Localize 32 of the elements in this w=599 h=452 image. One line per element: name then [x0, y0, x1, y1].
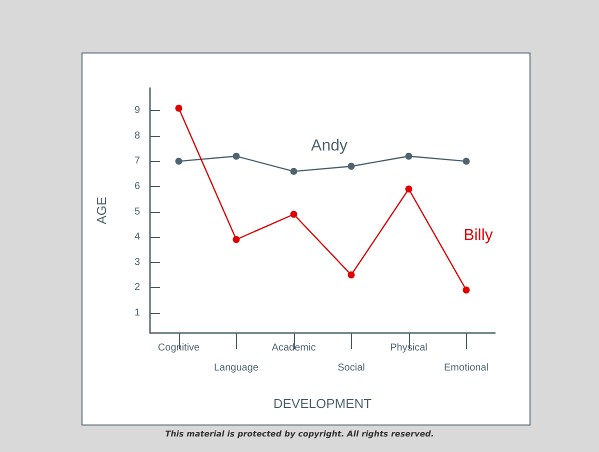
y-tick-label: 1 — [134, 307, 140, 318]
x-tick-label: Cognitive — [158, 342, 200, 354]
point — [462, 286, 470, 294]
y-axis-title: AGE — [94, 196, 109, 224]
point — [348, 162, 355, 170]
y-tick-label: 2 — [134, 282, 140, 294]
point — [290, 168, 298, 175]
x-tick-label: Physical — [390, 342, 428, 354]
x-axis-title: DEVELOPMENT — [273, 396, 372, 411]
point — [405, 152, 412, 160]
point — [348, 271, 355, 278]
series-label: Andy — [311, 137, 348, 154]
text: This material is protected by copyright. All rights reserved. — [165, 430, 434, 438]
y-tick-label: 5 — [134, 206, 140, 218]
y-tick-label: 3 — [134, 256, 140, 268]
point — [290, 210, 298, 218]
x-tick-label: Academic — [272, 342, 316, 354]
y-tick-label: 4 — [134, 232, 140, 243]
x-tick-label: Social — [338, 362, 365, 374]
point — [175, 104, 182, 112]
series-label: Billy — [464, 227, 493, 244]
point — [405, 186, 412, 193]
x-tick-label: Emotional — [444, 362, 488, 374]
y-tick-label: 6 — [134, 181, 140, 192]
y-tick-label: 8 — [134, 130, 140, 142]
point — [232, 236, 240, 244]
point — [232, 152, 240, 160]
point — [462, 158, 470, 165]
x-tick-label: Language — [214, 362, 259, 374]
y-tick-label: 7 — [134, 156, 140, 167]
y-tick-label: 9 — [134, 105, 140, 116]
point — [175, 158, 182, 165]
